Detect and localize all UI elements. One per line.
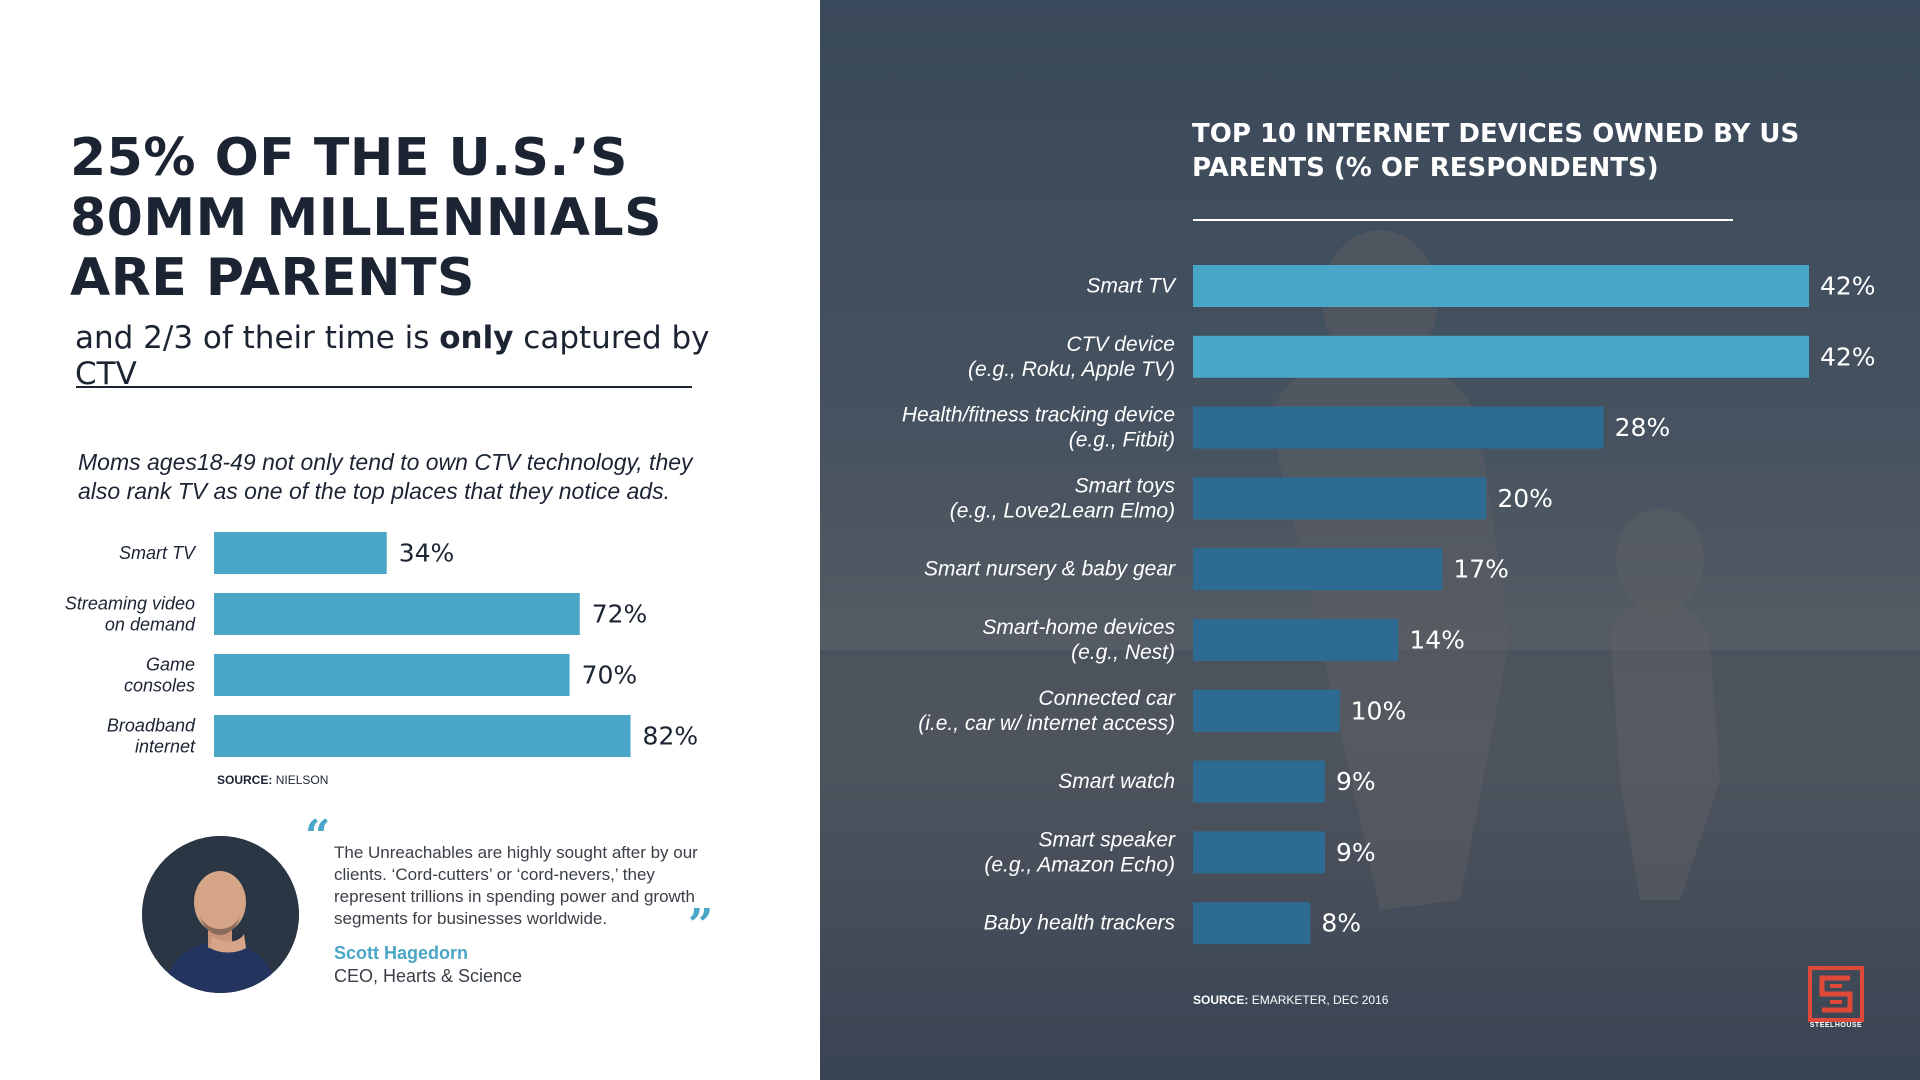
data-label: 42% [1820, 272, 1876, 301]
category-label: internet [135, 737, 196, 757]
bar [1193, 477, 1487, 520]
logo-text: STEELHOUSE [1809, 1022, 1863, 1029]
left-source: SOURCE: NIELSON [217, 773, 328, 787]
category-label: Broadband [107, 716, 196, 736]
right-source-label: SOURCE: [1193, 993, 1249, 1007]
category-label: Smart TV [1086, 275, 1177, 298]
bar [214, 654, 570, 696]
bar [1193, 619, 1399, 661]
category-label: (e.g., Roku, Apple TV) [968, 358, 1175, 381]
data-label: 82% [643, 722, 699, 751]
avatar [142, 836, 299, 993]
headline-line-3: ARE PARENTS [70, 248, 475, 308]
headline-line-2: 80MM MILLENNIALS [70, 188, 663, 248]
category-label: (e.g., Amazon Echo) [984, 853, 1175, 876]
left-source-label: SOURCE: [217, 773, 273, 787]
bar [214, 715, 631, 757]
quote-text: The Unreachables are highly sought after… [334, 843, 698, 928]
category-label: Smart speaker [1038, 828, 1176, 851]
category-label: CTV device [1066, 333, 1175, 356]
quote-author-title: CEO, Hearts & Science [334, 966, 523, 986]
bar [214, 593, 580, 635]
right-source-value: EMARKETER, DEC 2016 [1251, 993, 1389, 1007]
bar [1193, 548, 1443, 591]
right-panel: TOP 10 INTERNET DEVICES OWNED BY US PARE… [820, 0, 1920, 1080]
category-label: (e.g., Fitbit) [1069, 429, 1175, 452]
category-label: (i.e., car w/ internet access) [918, 712, 1175, 735]
category-label: consoles [124, 676, 195, 696]
divider [76, 386, 692, 388]
quote-close-mark: ” [688, 900, 714, 951]
headline-line-1: 25% OF THE U.S.’S [70, 128, 628, 188]
data-label: 34% [399, 539, 455, 568]
right-title-line-1: TOP 10 INTERNET DEVICES OWNED BY US [1192, 119, 1800, 149]
internet-devices-bar-chart: Smart TV 42% CTV device(e.g., Roku, Apple … [902, 265, 1876, 945]
person-portrait-icon [142, 836, 299, 993]
right-divider [1193, 219, 1733, 221]
category-label: Smart nursery & baby gear [924, 558, 1176, 581]
data-label: 72% [592, 600, 648, 629]
category-label: Smart-home devices [982, 616, 1175, 639]
bar [1193, 760, 1325, 803]
data-label: 20% [1497, 484, 1553, 513]
subheadline: and 2/3 of their time is only captured b… [75, 320, 775, 392]
bar [1193, 902, 1311, 945]
left-panel: 25% OF THE U.S.’S 80MM MILLENNIALS ARE P… [0, 0, 820, 1080]
headline: 25% OF THE U.S.’S 80MM MILLENNIALS ARE P… [70, 128, 770, 308]
bar [1193, 831, 1325, 874]
right-title-rest: (% OF RESPONDENTS) [1324, 153, 1659, 183]
data-label: 28% [1615, 413, 1671, 442]
bar [1193, 265, 1809, 307]
data-label: 14% [1409, 626, 1465, 655]
data-label: 42% [1820, 342, 1876, 371]
data-label: 17% [1453, 555, 1509, 584]
category-label: (e.g., Love2Learn Elmo) [950, 499, 1175, 522]
right-chart-title: TOP 10 INTERNET DEVICES OWNED BY US PARE… [1192, 117, 1812, 185]
right-source: SOURCE: EMARKETER, DEC 2016 [1193, 993, 1388, 1007]
subhead-bold: only [439, 320, 514, 356]
data-label: 8% [1321, 909, 1361, 938]
intro-text: Moms ages18-49 not only tend to own CTV … [78, 449, 693, 504]
bar [1193, 689, 1340, 732]
category-label: Baby health trackers [984, 912, 1176, 935]
right-title-bold: PARENTS [1192, 153, 1325, 183]
category-label: (e.g., Nest) [1071, 641, 1175, 664]
steelhouse-logo-icon [1808, 966, 1864, 1022]
category-label: Game [146, 655, 195, 675]
left-source-value: NIELSON [275, 773, 329, 787]
bar [1193, 406, 1604, 449]
category-label: Smart TV [119, 543, 197, 563]
bar [1193, 335, 1809, 378]
category-label: Streaming video [65, 594, 195, 614]
quote-author: Scott Hagedorn [334, 943, 469, 963]
category-label: Smart toys [1075, 474, 1176, 497]
data-label: 9% [1336, 838, 1376, 867]
bar [214, 532, 387, 574]
category-label: Smart watch [1058, 770, 1175, 793]
category-label: Health/fitness tracking device [902, 404, 1175, 427]
data-label: 10% [1351, 696, 1407, 725]
data-label: 70% [582, 661, 638, 690]
category-label: Connected car [1038, 687, 1176, 710]
subhead-post: captured by CTV [75, 320, 710, 392]
data-label: 9% [1336, 767, 1376, 796]
subhead-pre: and 2/3 of their time is [75, 320, 440, 356]
quote-open-mark: “ [305, 811, 331, 862]
category-label: on demand [105, 615, 196, 635]
